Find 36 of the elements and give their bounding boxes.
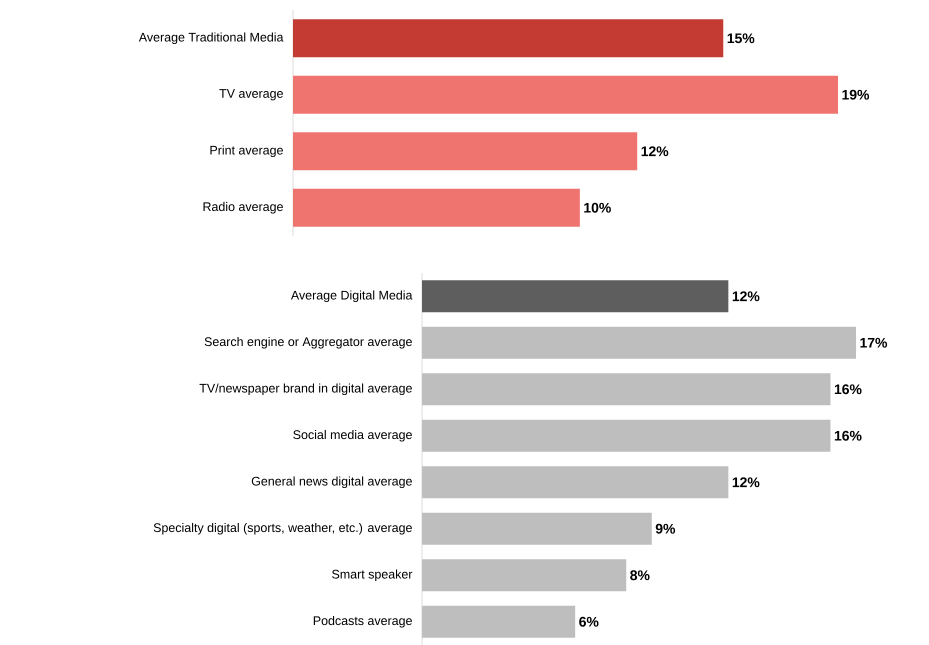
y-tick-label: TV/newspaper brand in digital average — [200, 383, 412, 396]
data-label: 9% — [656, 524, 676, 534]
data-label: 16% — [834, 430, 862, 441]
bar — [422, 420, 830, 452]
y-tick-label: Average Digital Media — [290, 290, 412, 302]
y-tick-label: TV average — [219, 89, 283, 100]
bar — [422, 606, 576, 638]
bar — [422, 559, 626, 592]
data-label: 12% — [732, 477, 760, 488]
data-label: 6% — [579, 616, 598, 627]
bar — [422, 512, 652, 545]
bar — [293, 132, 638, 170]
bar — [422, 373, 830, 406]
y-tick-label: Podcasts average — [314, 616, 412, 628]
bar — [293, 76, 838, 114]
data-label: 12% — [732, 291, 760, 302]
y-tick-label: Social media average — [293, 430, 412, 442]
y-tick-label: Specialty digital (sports, weather, etc.) average — [154, 522, 412, 535]
y-tick-label: Average Traditional Media — [138, 32, 284, 44]
data-label: 17% — [860, 338, 888, 348]
y-tick-label: Smart speaker — [332, 569, 412, 582]
bar — [422, 326, 856, 359]
data-label: 8% — [630, 570, 650, 580]
y-tick-label: Radio average — [203, 202, 283, 214]
data-label: 10% — [584, 202, 611, 213]
data-label: 19% — [842, 90, 870, 100]
y-tick-label: Print average — [210, 145, 283, 158]
bar — [422, 280, 728, 312]
data-label: 12% — [642, 146, 668, 156]
bar — [422, 466, 728, 498]
bar — [293, 19, 724, 58]
y-tick-label: Search engine or Aggregator average — [204, 336, 412, 349]
bar — [293, 188, 580, 227]
data-label: 16% — [834, 384, 862, 394]
y-tick-label: General news digital average — [252, 476, 412, 488]
data-label: 15% — [728, 33, 754, 44]
